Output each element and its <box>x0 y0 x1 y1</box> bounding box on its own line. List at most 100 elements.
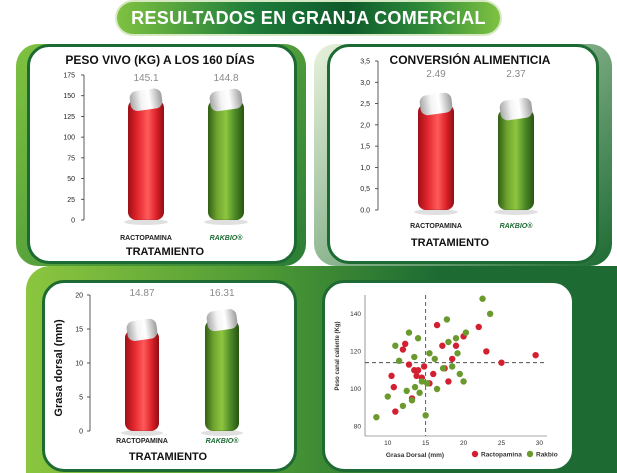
chart-scatter: Peso canal caliente (Kg) Grasa Dorsal (m… <box>335 295 558 459</box>
point-rakbio <box>399 402 407 410</box>
point-rakbio <box>373 414 380 421</box>
point-ractopamina <box>483 348 490 355</box>
value-label: 16.31 <box>209 288 234 299</box>
bar-body <box>498 109 534 210</box>
point-rakbio <box>431 355 438 363</box>
chart-title: CONVERSIÓN ALIMENTICIA <box>390 52 551 67</box>
point-ractopamina <box>413 372 420 380</box>
y-tick-label: 100 <box>350 386 361 393</box>
bar-body <box>418 103 454 210</box>
point-ractopamina <box>388 372 395 380</box>
category-label: RACTOPAMINA <box>120 235 172 242</box>
value-label: 145.1 <box>133 73 158 84</box>
x-tick-label: 10 <box>384 440 392 447</box>
bars: 14.87 RACTOPAMINA 16.31 RAKBIO® <box>116 288 243 445</box>
bar-shadow <box>124 219 168 225</box>
card-grasa-dorsal <box>42 280 297 472</box>
point-ractopamina <box>430 370 437 378</box>
card-peso-vivo <box>27 44 297 264</box>
y-tick-label: 150 <box>63 93 75 100</box>
point-rakbio <box>479 295 486 302</box>
y-tick-label: 0 <box>79 429 83 436</box>
point-rakbio <box>426 350 433 357</box>
point-rakbio <box>422 412 429 419</box>
chart-conversion: CONVERSIÓN ALIMENTICIA 0.0 0,5 1,0 1,5 2,0 2,… <box>360 52 551 249</box>
point-ractopamina <box>392 408 399 415</box>
x-tick-label: 25 <box>498 440 506 447</box>
bar-ractopamina: 2.49 RACTOPAMINA <box>410 69 462 230</box>
y-axis-title: Grasa dorsal (mm) <box>53 319 65 417</box>
bar-body <box>205 320 239 431</box>
point-ractopamina <box>433 321 441 329</box>
bar-cap <box>129 88 163 111</box>
point-ractopamina <box>390 383 398 391</box>
bar-body <box>125 329 159 431</box>
legend: Ractopamina Rakbio <box>471 450 558 459</box>
bar-body <box>128 99 164 220</box>
y-tick-label: 140 <box>350 311 361 318</box>
point-ractopamina <box>449 355 456 363</box>
value-label: 144.8 <box>213 73 238 84</box>
y-axis-title: Peso canal caliente (Kg) <box>335 321 341 390</box>
point-ractopamina <box>401 340 409 348</box>
bar-shadow <box>494 209 538 215</box>
point-rakbio <box>418 378 426 385</box>
bar-shadow <box>414 209 458 215</box>
point-rakbio <box>414 335 422 342</box>
y-tick-label: 1,0 <box>360 165 370 172</box>
y-tick-label: 0,5 <box>360 186 370 193</box>
y-tick-label: 1,5 <box>360 144 370 151</box>
y-tick-label: 3,5 <box>360 59 370 66</box>
point-rakbio <box>416 389 423 396</box>
bar-cap <box>206 309 238 332</box>
point-rakbio <box>408 397 416 404</box>
point-ractopamina <box>420 363 428 370</box>
point-rakbio <box>460 378 467 385</box>
bar-cap <box>499 97 533 121</box>
card-conversion <box>327 44 599 264</box>
bar-rakbio: 144.8 RAKBIO® <box>204 73 248 242</box>
bar-rakbio: 16.31 RAKBIO® <box>201 288 243 445</box>
category-label: RAKBIO® <box>206 437 240 445</box>
y-tick-label: 50 <box>67 176 75 183</box>
point-ractopamina <box>452 342 460 349</box>
point-rakbio <box>411 353 418 361</box>
category-label: RAKBIO® <box>500 222 534 230</box>
page-title: RESULTADOS EN GRANJA COMERCIAL <box>131 8 486 28</box>
bar-cap <box>126 318 158 341</box>
point-rakbio <box>443 316 451 323</box>
point-ractopamina <box>439 342 446 349</box>
point-rakbio <box>392 342 399 349</box>
point-rakbio <box>449 363 456 370</box>
point-ractopamina <box>399 346 407 353</box>
point-rakbio <box>454 350 461 357</box>
point-ractopamina <box>414 367 422 374</box>
category-label: RACTOPAMINA <box>116 438 168 445</box>
chart-peso-vivo: PESO VIVO (KG) A LOS 160 DÍAS 0 25 50 75 100… <box>63 52 254 258</box>
point-rakbio <box>405 329 413 336</box>
card-scatter <box>322 280 575 472</box>
y-tick-label: 25 <box>67 197 75 204</box>
category-label: RACTOPAMINA <box>410 223 462 230</box>
point-rakbio <box>452 335 460 342</box>
x-tick-label: 30 <box>536 440 544 447</box>
x-tick-label: 15 <box>422 440 430 447</box>
y-tick-label: 0 <box>71 218 75 225</box>
y-tick-label: 100 <box>63 135 75 142</box>
bar-cap <box>209 88 243 112</box>
y-tick-label: 125 <box>63 114 75 121</box>
value-label: 14.87 <box>129 288 154 299</box>
point-ractopamina <box>445 378 452 385</box>
y-tick-label: 120 <box>350 348 361 355</box>
x-axis-title: TRATAMIENTO <box>126 246 205 258</box>
legend-label: Rakbio <box>536 452 558 459</box>
point-ractopamina <box>498 359 505 366</box>
point-rakbio <box>462 329 470 336</box>
bar-shadow <box>201 430 243 436</box>
category-label: RAKBIO® <box>210 234 244 242</box>
point-rakbio <box>439 365 447 372</box>
point-ractopamina <box>475 323 482 331</box>
point-rakbio <box>403 387 410 395</box>
y-tick-label: 10 <box>75 361 83 368</box>
point-rakbio <box>433 385 441 393</box>
